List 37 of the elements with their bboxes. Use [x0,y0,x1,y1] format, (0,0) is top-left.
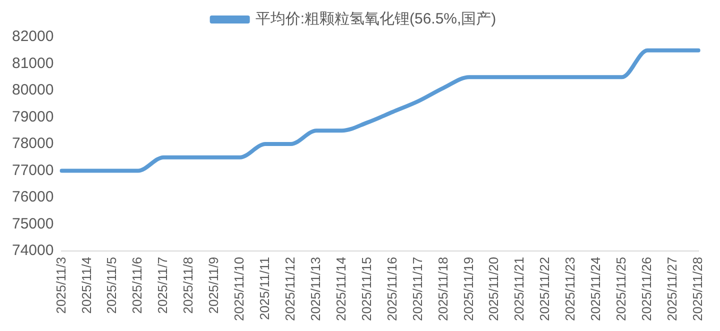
y-tick-label: 75000 [12,215,54,232]
x-tick-label: 2025/11/23 [562,256,578,322]
x-tick-label: 2025/11/10 [232,256,247,322]
x-tick-label: 2025/11/4 [78,256,94,314]
y-tick-label: 78000 [12,135,54,152]
y-tick-label: 79000 [12,108,54,126]
legend-label: 平均价:粗颗粒氢氧化锂(56.5%,国产) [255,10,496,28]
y-tick-label: 81000 [12,54,54,72]
x-tick-label: 2025/11/20 [486,256,502,322]
x-tick-label: 2025/11/28 [690,256,705,322]
x-tick-label: 2025/11/13 [308,256,323,322]
x-tick-label: 2025/11/14 [333,256,348,322]
x-tick-label: 2025/11/3 [53,256,68,314]
x-tick-label: 2025/11/11 [257,256,272,320]
x-tick-label: 2025/11/24 [588,256,604,322]
x-tick-label: 2025/11/16 [384,256,400,322]
x-tick-label: 2025/11/27 [664,256,680,322]
y-tick-label: 74000 [12,242,54,260]
x-tick-label: 2025/11/17 [410,256,425,322]
x-tick-label: 2025/11/21 [512,256,527,322]
x-tick-label: 2025/11/7 [155,256,170,314]
y-tick-label: 80000 [12,82,54,99]
x-tick-label: 2025/11/12 [282,256,298,322]
y-tick-label: 82000 [12,28,54,46]
x-tick-label: 2025/11/6 [130,256,145,314]
y-tick-label: 76000 [12,188,54,206]
x-tick-label: 2025/11/15 [358,256,374,322]
x-tick-label: 2025/11/25 [614,256,629,322]
x-tick-label: 2025/11/8 [180,256,196,314]
x-tick-label: 2025/11/18 [435,256,450,322]
x-tick-label: 2025/11/9 [206,256,222,314]
y-tick-label: 77000 [12,162,54,179]
line-series [60,48,700,173]
x-tick-label: 2025/11/22 [537,256,552,322]
x-tick-label: 2025/11/26 [639,256,654,322]
x-tick-label: 2025/11/5 [104,256,120,314]
x-tick-label: 2025/11/19 [460,256,476,322]
